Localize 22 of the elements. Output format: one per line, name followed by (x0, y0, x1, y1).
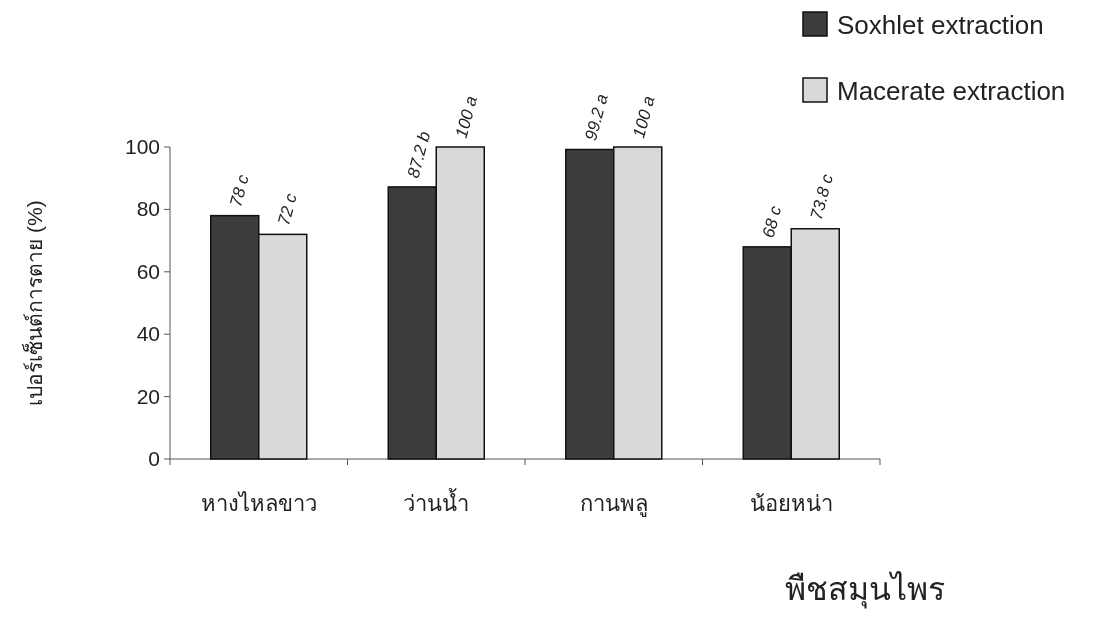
y-tick-label: 0 (148, 447, 160, 470)
x-tick-label: กานพลู (579, 491, 648, 517)
x-axis-title: พืชสมุนไพร (785, 571, 945, 609)
data-label: 68 c (758, 203, 786, 240)
x-tick-label: หางไหลขาว (200, 491, 317, 516)
data-label: 99.2 a (581, 91, 612, 143)
y-tick-label: 100 (124, 135, 160, 158)
y-axis-title: เปอร์เซ็นต์การตาย (%) (21, 200, 46, 406)
data-label: 100 a (629, 94, 659, 141)
data-label: 78 c (226, 172, 254, 209)
x-tick-label: ว่านน้ำ (403, 488, 470, 516)
legend-label: Macerate extraction (837, 76, 1066, 106)
data-label: 100 a (451, 94, 482, 141)
y-tick-label: 80 (136, 197, 160, 221)
y-tick-label: 40 (136, 322, 160, 346)
data-label: 87.2 b (403, 129, 435, 180)
x-tick-label: น้อยหน่า (749, 491, 833, 516)
y-tick-label: 60 (136, 259, 160, 283)
data-label: 73.8 c (806, 171, 838, 222)
y-tick-label: 20 (136, 384, 160, 408)
data-label: 72 c (274, 190, 302, 228)
legend-label: Soxhlet extraction (837, 10, 1044, 40)
